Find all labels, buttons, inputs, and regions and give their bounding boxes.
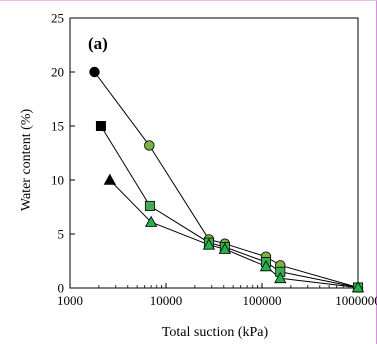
series-markers — [89, 66, 365, 293]
x-axis-label: Total suction (kPa) — [162, 325, 269, 340]
y-tick-label: 0 — [58, 281, 65, 296]
series-3-point-1 — [103, 173, 117, 185]
x-tick-label: 10000 — [150, 293, 183, 308]
series-1-point-1 — [89, 66, 100, 78]
axes: 0 5 10 15 20 25 1000 10000 100000 1000000 — [51, 11, 377, 309]
x-tick-label: 100000 — [243, 293, 282, 308]
plot-frame — [69, 17, 359, 289]
series-3-line — [109, 179, 359, 288]
y-tick-label: 25 — [51, 11, 64, 26]
y-tick-label: 20 — [51, 65, 64, 80]
series-lines — [94, 71, 359, 288]
series-1-point-2 — [144, 140, 155, 151]
series-3-point-7 — [351, 281, 365, 293]
series-3-point-4 — [218, 242, 232, 254]
series-3-point-6 — [274, 271, 287, 284]
y-tick-label: 5 — [58, 227, 65, 242]
y-tick-label: 10 — [51, 173, 64, 188]
series-2-point-1 — [95, 121, 106, 132]
series-3-point-2 — [144, 215, 158, 227]
series-3-point-3 — [202, 238, 216, 250]
x-tick-label: 1000 — [57, 293, 83, 308]
series-3-point-5 — [259, 260, 273, 272]
y-axis-label: Water content (%) — [19, 109, 34, 212]
series-2-line — [100, 125, 359, 288]
y-tick-label: 15 — [51, 119, 64, 134]
series-2-point-2 — [144, 200, 155, 211]
x-tick-label: 1000000 — [335, 293, 377, 308]
panel-label: (a) — [88, 34, 108, 53]
